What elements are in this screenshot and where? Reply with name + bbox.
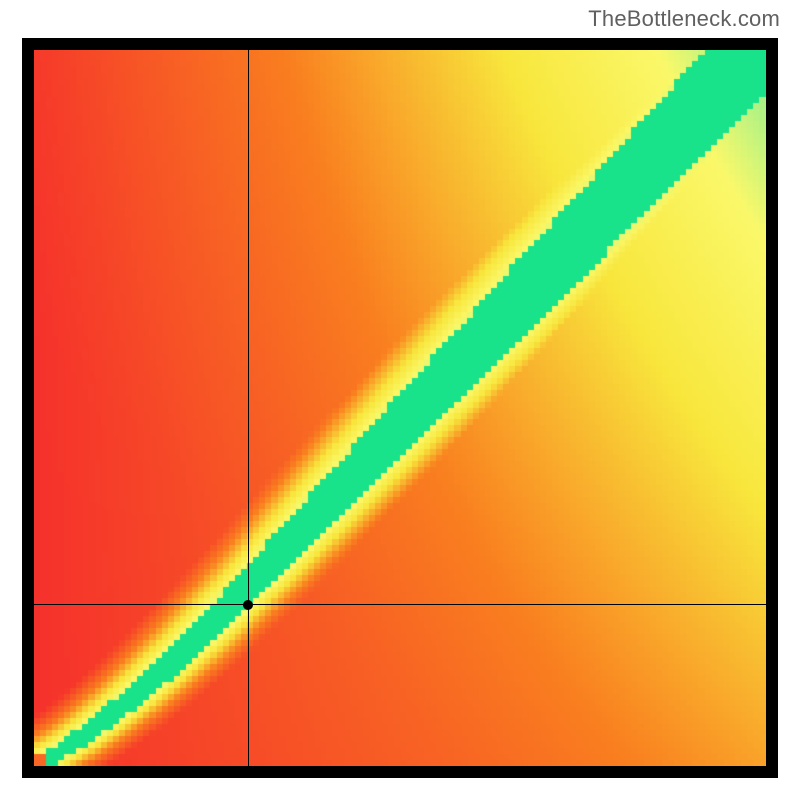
plot-area xyxy=(22,38,778,778)
figure-container: TheBottleneck.com xyxy=(0,0,800,800)
attribution-text: TheBottleneck.com xyxy=(588,6,780,32)
crosshair-horizontal xyxy=(22,604,778,605)
crosshair-vertical xyxy=(248,38,249,778)
heatmap-canvas xyxy=(34,50,766,766)
